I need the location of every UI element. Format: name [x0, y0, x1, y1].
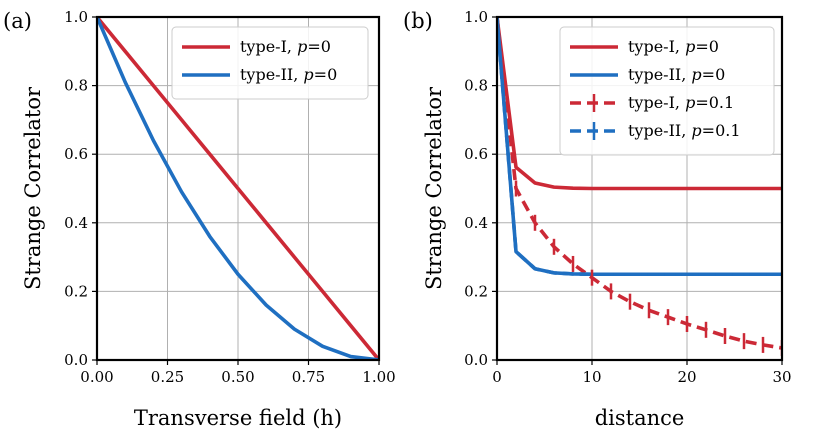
x-tick-label: 20 — [677, 368, 696, 386]
legend-p-symbol: p — [685, 37, 695, 56]
x-tick-label: 0.25 — [151, 368, 184, 386]
legend-p-value: =0 — [314, 65, 338, 84]
y-tick-label: 0.8 — [64, 77, 88, 95]
x-tick-label: 0 — [492, 368, 502, 386]
y-tick-label: 0.8 — [464, 77, 488, 95]
legend-label: type-I, p=0 — [240, 37, 331, 56]
x-axis-label: Transverse field (h) — [134, 406, 342, 430]
legend-p-value: =0.1 — [702, 121, 741, 140]
y-tick-label: 0.4 — [464, 214, 488, 232]
legend-p-symbol: p — [303, 65, 313, 84]
y-tick-label: 0.6 — [464, 145, 488, 163]
legend-box — [171, 26, 369, 100]
y-tick-label: 1.0 — [464, 8, 488, 26]
y-tick-label: 0.4 — [64, 214, 88, 232]
legend-p-symbol: p — [297, 37, 307, 56]
y-tick-label: 1.0 — [64, 8, 88, 26]
legend-name: type-I, — [240, 37, 297, 56]
series-line-type-II-p0_1 — [497, 16, 782, 277]
y-axis-label: Strange Correlator — [21, 86, 45, 290]
series-line-type-I-p0 — [97, 15, 379, 360]
legend-p-symbol: p — [691, 121, 701, 140]
x-tick-label: 0.50 — [221, 368, 254, 386]
axes-frame — [495, 15, 784, 362]
panel-b: 0 10 20 30 0.0 0.2 0.4 0.6 0.8 1.0 distance Strange… — [403, 8, 792, 430]
legend-p-symbol: p — [691, 65, 701, 84]
y-tick-label: 0.6 — [64, 145, 88, 163]
legend-box — [559, 26, 775, 156]
legend-label: type-II, p=0.1 — [628, 121, 741, 140]
panel-label: (a) — [3, 9, 32, 33]
legend-name: type-II, — [240, 65, 303, 84]
legend-label: type-I, p=0 — [628, 37, 719, 56]
panel-label: (b) — [403, 9, 433, 33]
legend-name: type-II, — [628, 121, 691, 140]
panel-a: 0.00 0.25 0.50 0.75 1.00 0.0 0.2 0.4 0.6 0.8 1.0 Tr… — [3, 8, 396, 430]
series-line-type-I-p0_1 — [497, 16, 782, 350]
x-tick-label: 0.00 — [80, 368, 113, 386]
x-axis-label: distance — [595, 406, 685, 430]
y-tick-label: 0.0 — [464, 351, 488, 369]
y-axis-label: Strange Correlator — [422, 86, 446, 290]
x-tick-label: 0.75 — [292, 368, 325, 386]
legend-name: type-II, — [628, 65, 691, 84]
legend-label: type-I, p=0.1 — [628, 93, 734, 112]
legend-p-value: =0 — [702, 65, 726, 84]
legend-p-value: =0 — [695, 37, 719, 56]
legend-p-value: =0.1 — [695, 93, 734, 112]
y-tick-label: 0.0 — [64, 351, 88, 369]
series-group — [97, 15, 379, 360]
legend-label: type-II, p=0 — [240, 65, 337, 84]
legend-name: type-I, — [628, 93, 685, 112]
x-tick-label: 1.00 — [362, 368, 395, 386]
legend-p-symbol: p — [685, 93, 695, 112]
legend-label: type-II, p=0 — [628, 65, 725, 84]
series-group — [497, 16, 782, 356]
y-tick-label: 0.2 — [464, 282, 488, 300]
x-tick-label: 30 — [772, 368, 791, 386]
legend-p-value: =0 — [307, 37, 331, 56]
legend-name: type-I, — [628, 37, 685, 56]
x-tick-label: 10 — [582, 368, 601, 386]
series-line-type-I-p0 — [497, 16, 782, 191]
y-tick-label: 0.2 — [64, 282, 88, 300]
series-line-type-II-p0 — [97, 16, 379, 360]
